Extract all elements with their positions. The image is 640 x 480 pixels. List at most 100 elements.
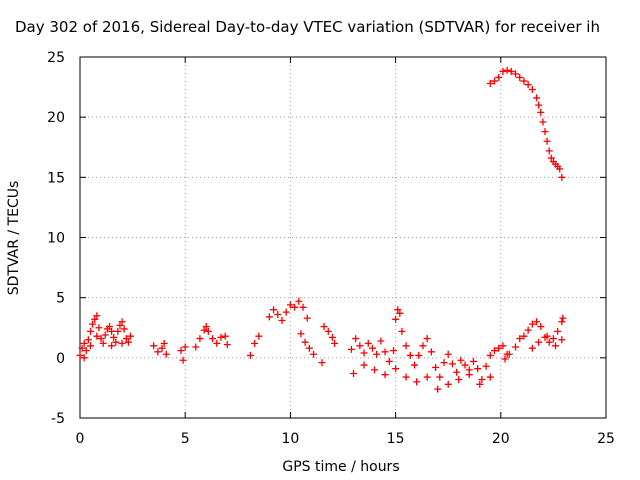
- y-tick-label: 0: [56, 351, 65, 367]
- data-point: [453, 368, 461, 376]
- data-point: [101, 331, 109, 339]
- data-point: [246, 351, 254, 359]
- data-point: [432, 363, 440, 371]
- data-point: [398, 327, 406, 335]
- x-tick-label: 5: [181, 431, 190, 447]
- data-point: [507, 67, 515, 75]
- data-point: [350, 369, 358, 377]
- data-point: [192, 343, 200, 351]
- data-point: [547, 154, 555, 162]
- data-point: [181, 343, 189, 351]
- data-point: [122, 335, 130, 343]
- data-point: [554, 327, 562, 335]
- data-point: [503, 66, 511, 74]
- data-point: [303, 314, 311, 322]
- data-point: [179, 356, 187, 364]
- data-point: [512, 70, 520, 78]
- data-point: [371, 366, 379, 374]
- x-tick-label: 0: [76, 431, 85, 447]
- data-point: [528, 344, 536, 352]
- data-point: [556, 165, 564, 173]
- data-point: [543, 332, 551, 340]
- data-point: [320, 323, 328, 331]
- data-point: [381, 371, 389, 379]
- data-point: [108, 327, 116, 335]
- data-point: [373, 350, 381, 358]
- data-point: [328, 333, 336, 341]
- data-point: [82, 347, 90, 355]
- data-point: [297, 330, 305, 338]
- data-point: [415, 351, 423, 359]
- data-point: [455, 375, 463, 383]
- data-point: [482, 362, 490, 370]
- chart-title: Day 302 of 2016, Sidereal Day-to-day VTE…: [15, 18, 600, 36]
- data-point: [301, 338, 309, 346]
- data-point: [490, 347, 498, 355]
- data-point: [318, 359, 326, 367]
- data-point: [444, 380, 452, 388]
- data-point: [223, 341, 231, 349]
- data-point: [478, 375, 486, 383]
- data-point: [299, 303, 307, 311]
- data-point: [524, 81, 532, 89]
- data-point: [381, 348, 389, 356]
- data-point: [177, 347, 185, 355]
- data-point: [270, 306, 278, 314]
- data-point: [486, 79, 494, 87]
- data-point: [89, 320, 97, 328]
- data-point: [499, 342, 507, 350]
- data-point: [78, 344, 86, 352]
- axis-ticks: 0 5 10 15 20 25 -5 0 5 10 15 20 25: [47, 50, 615, 447]
- data-point: [392, 315, 400, 323]
- data-point: [217, 333, 225, 341]
- data-point: [545, 147, 553, 155]
- grid: [80, 57, 606, 418]
- data-point: [524, 326, 532, 334]
- data-point: [457, 356, 465, 364]
- data-point: [558, 173, 566, 181]
- data-point: [356, 342, 364, 350]
- data-point: [461, 361, 469, 369]
- data-point: [213, 339, 221, 347]
- data-point: [476, 380, 484, 388]
- data-point: [87, 342, 95, 350]
- data-point: [331, 339, 339, 347]
- data-point: [251, 339, 259, 347]
- data-point: [120, 325, 128, 333]
- x-tick-label: 25: [597, 431, 615, 447]
- data-point: [368, 344, 376, 352]
- data-point: [552, 342, 560, 350]
- data-point: [377, 337, 385, 345]
- data-point: [423, 373, 431, 381]
- data-point: [116, 321, 124, 329]
- data-point: [95, 324, 103, 332]
- data-point: [520, 332, 528, 340]
- x-axis-label: GPS time / hours: [282, 459, 399, 475]
- y-axis-label: SDTVAR / TECUs: [6, 181, 22, 296]
- data-point: [204, 327, 212, 335]
- data-series: [76, 66, 567, 393]
- data-point: [282, 308, 290, 316]
- data-point: [221, 332, 229, 340]
- data-point: [274, 311, 282, 319]
- data-point: [440, 359, 448, 367]
- data-point: [305, 344, 313, 352]
- data-point: [528, 85, 536, 93]
- x-tick-label: 20: [492, 431, 510, 447]
- data-point: [265, 313, 273, 321]
- data-point: [209, 335, 217, 343]
- data-point: [87, 327, 95, 335]
- data-point: [154, 348, 162, 356]
- data-point: [324, 327, 332, 335]
- data-point: [108, 342, 116, 350]
- data-point: [286, 301, 294, 309]
- data-point: [150, 342, 158, 350]
- data-point: [537, 323, 545, 331]
- data-point: [499, 67, 507, 75]
- data-point: [436, 373, 444, 381]
- data-point: [406, 351, 414, 359]
- data-point: [389, 347, 397, 355]
- data-point: [112, 338, 120, 346]
